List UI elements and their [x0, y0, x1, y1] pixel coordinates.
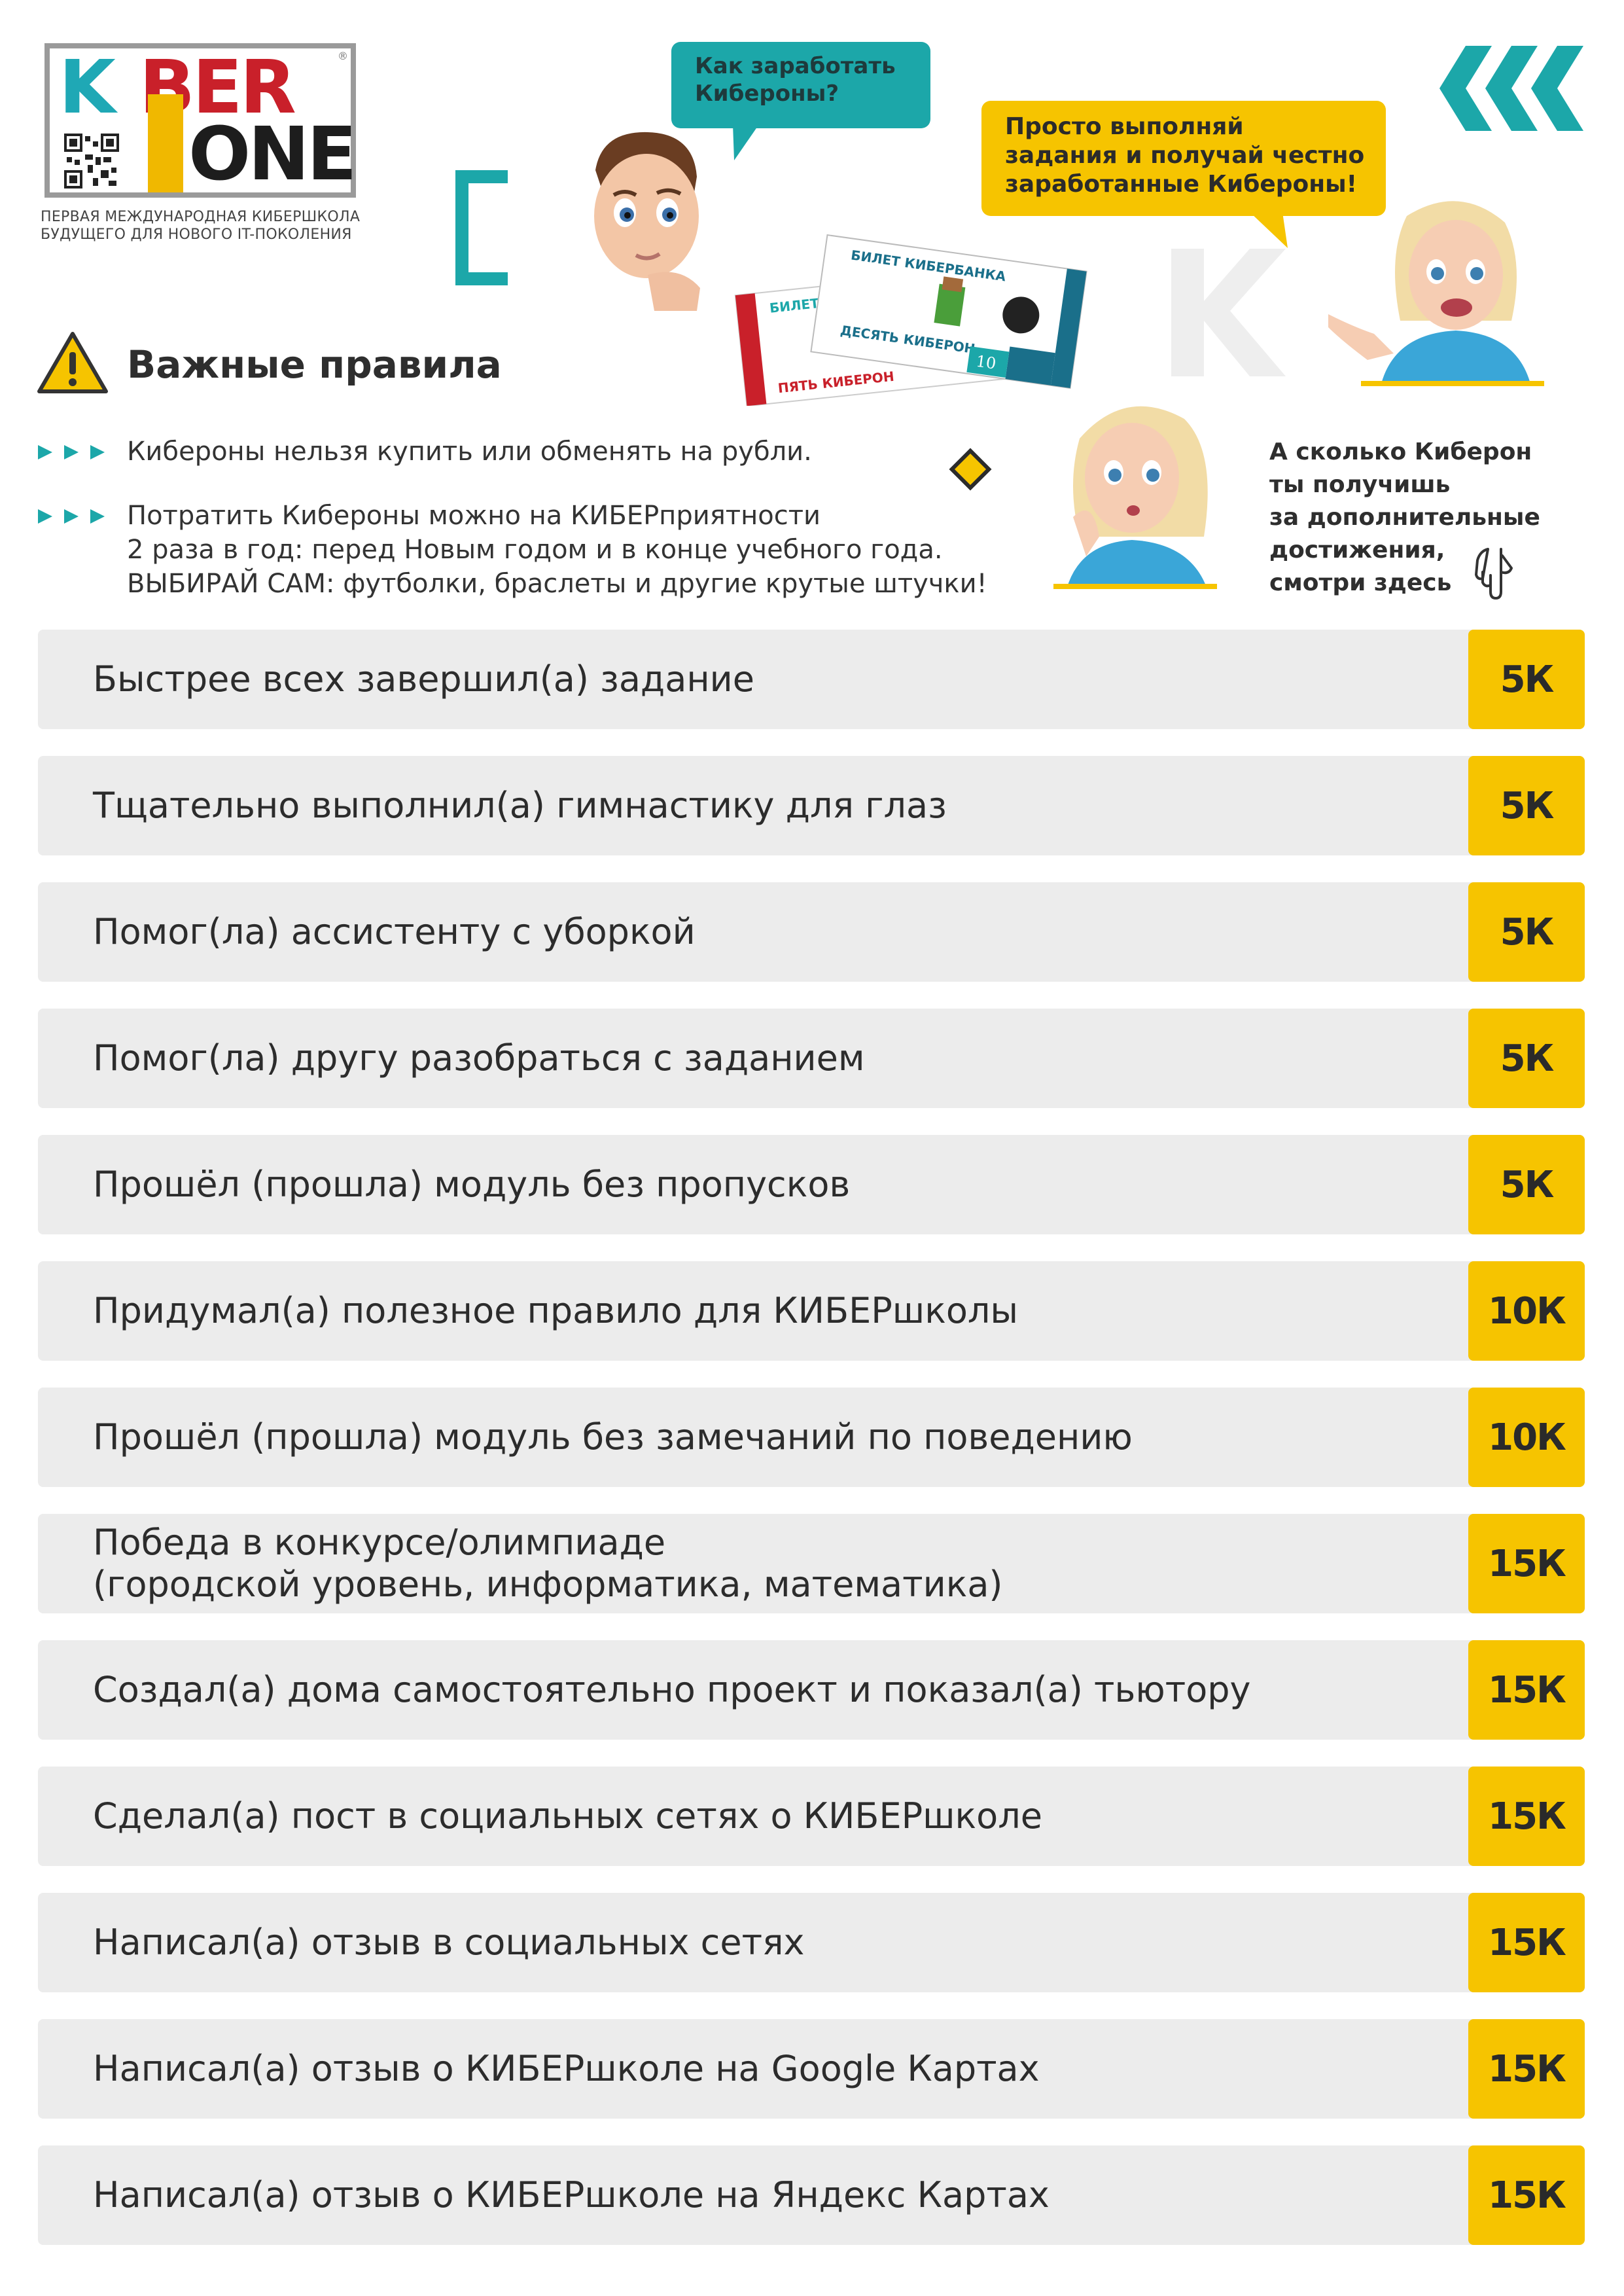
yellow-diamond-icon: [949, 448, 992, 491]
answer-bubble: Просто выполняй задания и получай честно…: [981, 101, 1386, 216]
reward-label: Создал(а) дома самостоятельно проект и п…: [93, 1669, 1251, 1710]
reward-label: Написал(а) отзыв о КИБЕРшколе на Google …: [93, 2048, 1040, 2089]
ticket-ten-kiberon: БИЛЕТ КИБЕРБАНКА ДЕСЯТЬ КИБЕРОН 10: [810, 234, 1087, 389]
reward-row: Написал(а) отзыв в социальных сетях 15К: [38, 1893, 1585, 1992]
reward-row: Тщательно выполнил(а) гимнастику для гла…: [38, 756, 1585, 855]
reward-value-badge: 15К: [1468, 1640, 1585, 1740]
reward-label: Придумал(а) полезное правило для КИБЕРшк…: [93, 1290, 1019, 1331]
kiberone-logo: K BER ONE ®: [44, 43, 357, 198]
reward-value-badge: 5К: [1468, 756, 1585, 855]
reward-row: Помог(ла) другу разобраться с заданием 5…: [38, 1009, 1585, 1108]
reward-label: Прошёл (прошла) модуль без замечаний по …: [93, 1416, 1133, 1458]
reward-value-badge: 15К: [1468, 1767, 1585, 1866]
logo-one-stroke: [148, 94, 183, 192]
reward-value-badge: 5К: [1468, 1135, 1585, 1234]
rules-heading: Важные правила: [127, 342, 502, 387]
reward-row: Победа в конкурсе/олимпиаде (городской у…: [38, 1514, 1585, 1613]
question-bubble: Как заработать Кибероны?: [671, 42, 930, 128]
answer-bubble-tail: [1250, 212, 1288, 248]
reward-value-badge: 10К: [1468, 1388, 1585, 1487]
reward-label: Сделал(а) пост в социальных сетях о КИБЕ…: [93, 1795, 1042, 1837]
faded-k-icon: [1171, 249, 1286, 376]
reward-label: Помог(ла) ассистенту с уборкой: [93, 911, 696, 952]
thinking-boy-avatar: [594, 132, 700, 311]
triple-arrow-icon: [38, 445, 105, 459]
reward-label: Написал(а) отзыв о КИБЕРшколе на Яндекс …: [93, 2174, 1050, 2215]
reward-row: Придумал(а) полезное правило для КИБЕРшк…: [38, 1261, 1585, 1361]
reward-value-badge: 5К: [1468, 1009, 1585, 1108]
svg-text:10: 10: [975, 352, 997, 373]
reward-label: Помог(ла) другу разобраться с заданием: [93, 1037, 865, 1079]
reward-value-badge: 5К: [1468, 630, 1585, 729]
reward-value-badge: 15К: [1468, 2145, 1585, 2245]
logo-letter-k: K: [59, 45, 116, 130]
reward-value-badge: 15К: [1468, 2019, 1585, 2119]
qr-code-icon: [64, 134, 119, 188]
reward-value-badge: 5К: [1468, 882, 1585, 982]
reward-row: Помог(ла) ассистенту с уборкой 5К: [38, 882, 1585, 982]
reward-value-badge: 15К: [1468, 1893, 1585, 1992]
question-bubble-tail: [733, 124, 759, 160]
reward-value-badge: 10К: [1468, 1261, 1585, 1361]
explaining-girl-avatar: [1328, 201, 1544, 386]
warning-icon: [37, 332, 108, 393]
teal-bracket-icon: [455, 170, 508, 285]
reward-row: Сделал(а) пост в социальных сетях о КИБЕ…: [38, 1767, 1585, 1866]
reward-label: Прошёл (прошла) модуль без пропусков: [93, 1164, 851, 1205]
pointing-hand-icon: [1475, 548, 1513, 600]
pensive-girl-avatar: [1053, 406, 1217, 589]
reward-row: Написал(а) отзыв о КИБЕРшколе на Google …: [38, 2019, 1585, 2119]
reward-row: Написал(а) отзыв о КИБЕРшколе на Яндекс …: [38, 2145, 1585, 2245]
reward-label: Быстрее всех завершил(а) задание: [93, 658, 754, 700]
reward-row: Создал(а) дома самостоятельно проект и п…: [38, 1640, 1585, 1740]
reward-value-badge: 15К: [1468, 1514, 1585, 1613]
reward-label: Написал(а) отзыв в социальных сетях: [93, 1922, 805, 1963]
reward-label: Тщательно выполнил(а) гимнастику для гла…: [93, 785, 947, 826]
reward-label: Победа в конкурсе/олимпиаде (городской у…: [93, 1522, 1003, 1605]
registered-mark: ®: [338, 50, 348, 62]
reward-row: Прошёл (прошла) модуль без замечаний по …: [38, 1388, 1585, 1487]
reward-row: Быстрее всех завершил(а) задание 5К: [38, 630, 1585, 729]
extra-achievements-hint: А сколько Киберон ты получишь за дополни…: [1269, 439, 1540, 596]
chevrons-icon: [1439, 46, 1583, 131]
reward-row: Прошёл (прошла) модуль без пропусков 5К: [38, 1135, 1585, 1234]
logo-tagline: Первая международная киберШкола будущего…: [41, 209, 361, 243]
triple-arrow-icon: [38, 509, 105, 524]
logo-letters-one: ONE: [188, 112, 357, 197]
